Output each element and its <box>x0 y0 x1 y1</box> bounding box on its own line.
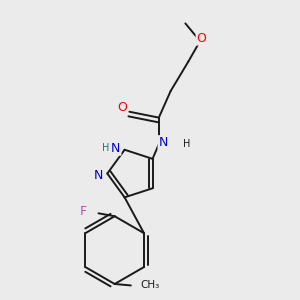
Text: CH₃: CH₃ <box>140 280 160 290</box>
Text: N: N <box>159 136 168 149</box>
Text: N: N <box>94 169 103 182</box>
Text: H: H <box>102 143 109 153</box>
Text: O: O <box>196 32 206 45</box>
Text: O: O <box>117 101 127 114</box>
Text: H: H <box>183 139 190 149</box>
Text: N: N <box>111 142 121 155</box>
Text: F: F <box>80 205 87 218</box>
